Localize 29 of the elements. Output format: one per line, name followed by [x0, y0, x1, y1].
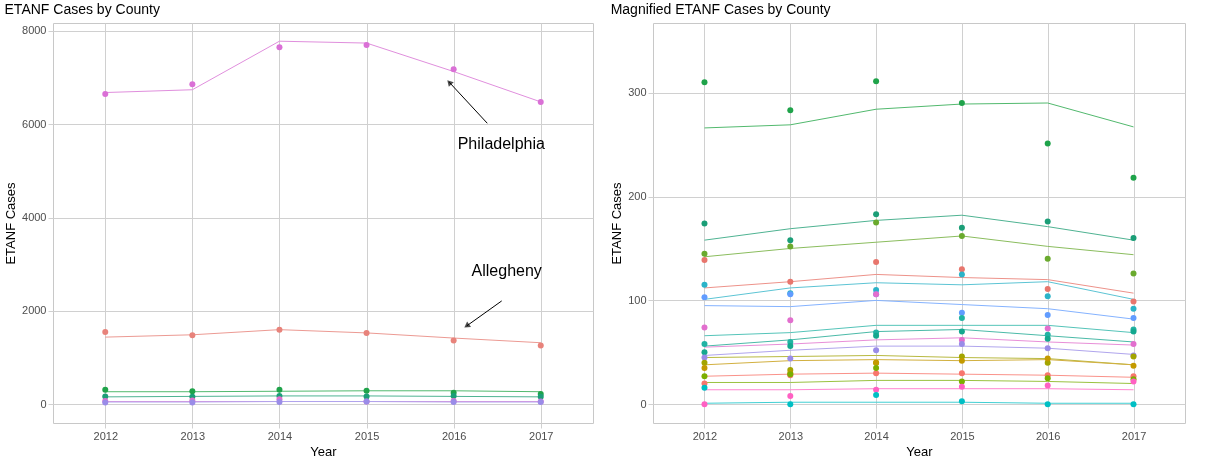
x-tick-label: 2012 — [692, 429, 718, 442]
x-axis-title: Year — [310, 443, 338, 459]
y-tick-label: 4000 — [22, 211, 47, 224]
y-tick-label: 2000 — [22, 304, 47, 317]
chart-title: ETANF Cases by County — [4, 1, 160, 17]
chart-title: Magnified ETANF Cases by County — [610, 1, 831, 17]
x-tick-label: 2016 — [1035, 429, 1061, 442]
x-axis-title: Year — [906, 443, 934, 459]
y-tick-label: 6000 — [22, 117, 47, 130]
x-tick-label: 2014 — [864, 429, 889, 442]
x-tick-label: 2013 — [180, 429, 206, 442]
y-tick-label: 0 — [640, 397, 647, 410]
y-tick-label: 100 — [628, 293, 647, 306]
y-tick-label: 8000 — [22, 24, 47, 37]
annotation: Allegheny — [471, 261, 542, 279]
x-tick-label: 2012 — [93, 429, 118, 442]
x-tick-label: 2015 — [950, 429, 975, 442]
y-tick-label: 300 — [628, 86, 647, 99]
y-axis-title: ETANF Cases — [609, 181, 625, 265]
y-tick-label: 0 — [40, 397, 47, 410]
annotation: Philadelphia — [457, 135, 545, 153]
y-tick-label: 200 — [628, 190, 647, 203]
x-tick-label: 2017 — [529, 429, 554, 442]
x-tick-label: 2014 — [267, 429, 293, 442]
x-tick-label: 2017 — [1121, 429, 1147, 442]
x-tick-label: 2015 — [354, 429, 380, 442]
y-axis-title: ETANF Cases — [3, 181, 19, 265]
x-tick-label: 2013 — [778, 429, 804, 442]
x-tick-label: 2016 — [441, 429, 467, 442]
